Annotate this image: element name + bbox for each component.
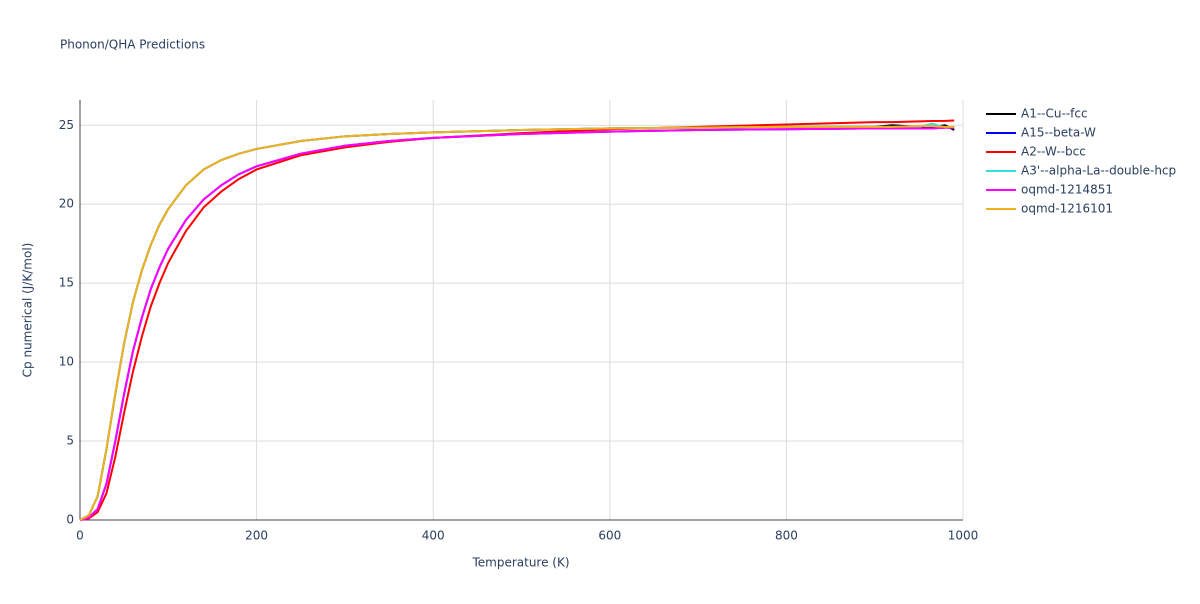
x-tick-label: 200 xyxy=(245,529,268,543)
y-tick-label: 10 xyxy=(59,355,74,369)
chart-title: Phonon/QHA Predictions xyxy=(60,38,205,52)
x-tick-label: 800 xyxy=(775,529,798,543)
x-tick-label: 400 xyxy=(422,529,445,543)
series-line xyxy=(79,124,955,521)
x-axis-title: Temperature (K) xyxy=(471,556,569,570)
series-line xyxy=(79,125,955,521)
series-line xyxy=(79,119,955,521)
x-tick-label: 0 xyxy=(76,529,84,543)
y-axis-title: Cp numerical (J/K/mol) xyxy=(21,243,35,378)
legend-label: A1--Cu--fcc xyxy=(1021,107,1088,121)
series-line xyxy=(79,126,955,521)
y-tick-label: 25 xyxy=(59,118,74,132)
y-tick-label: 5 xyxy=(66,434,74,448)
y-tick-label: 0 xyxy=(66,513,74,527)
y-tick-label: 15 xyxy=(59,276,74,290)
x-tick-label: 1000 xyxy=(948,529,979,543)
legend-label: A2--W--bcc xyxy=(1021,145,1086,159)
y-tick-label: 20 xyxy=(59,197,74,211)
legend-label: A15--beta-W xyxy=(1021,126,1096,140)
series-line xyxy=(79,122,955,521)
legend-label: oqmd-1216101 xyxy=(1021,202,1113,216)
legend-label: oqmd-1214851 xyxy=(1021,183,1113,197)
x-tick-label: 600 xyxy=(598,529,621,543)
series-line xyxy=(79,126,955,521)
legend-label: A3'--alpha-La--double-hcp xyxy=(1021,164,1176,178)
